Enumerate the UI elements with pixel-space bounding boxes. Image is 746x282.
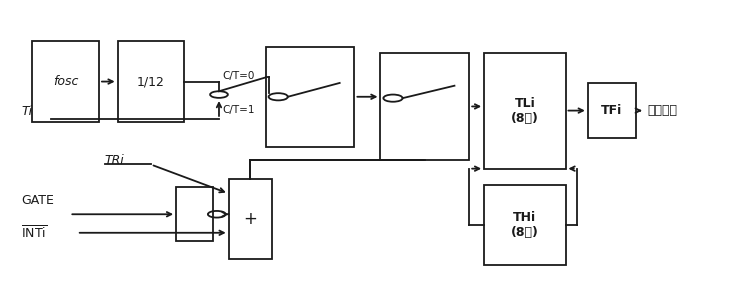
Text: C/T=1: C/T=1 xyxy=(223,105,255,115)
Text: C/T=0: C/T=0 xyxy=(223,71,255,81)
Bar xyxy=(228,179,272,259)
Bar xyxy=(176,187,213,241)
Text: 1/12: 1/12 xyxy=(137,75,165,88)
Bar xyxy=(484,52,565,169)
Text: 中断请求: 中断请求 xyxy=(647,103,677,116)
Bar xyxy=(484,185,565,265)
Bar xyxy=(588,83,636,138)
Text: GATE: GATE xyxy=(22,194,54,207)
Text: TFi: TFi xyxy=(601,104,622,117)
Bar xyxy=(380,52,469,160)
Text: THi
(8位): THi (8位) xyxy=(511,211,539,239)
Bar xyxy=(32,41,99,122)
Text: TLi
(8位): TLi (8位) xyxy=(511,97,539,125)
Bar xyxy=(118,41,184,122)
Text: Ti: Ti xyxy=(22,105,32,118)
Text: $\mathregular{\overline{INTi}}$: $\mathregular{\overline{INTi}}$ xyxy=(22,224,48,241)
Text: +: + xyxy=(243,210,257,228)
Text: fosc: fosc xyxy=(53,75,78,88)
Text: TRi: TRi xyxy=(105,154,125,167)
Bar xyxy=(266,47,354,147)
